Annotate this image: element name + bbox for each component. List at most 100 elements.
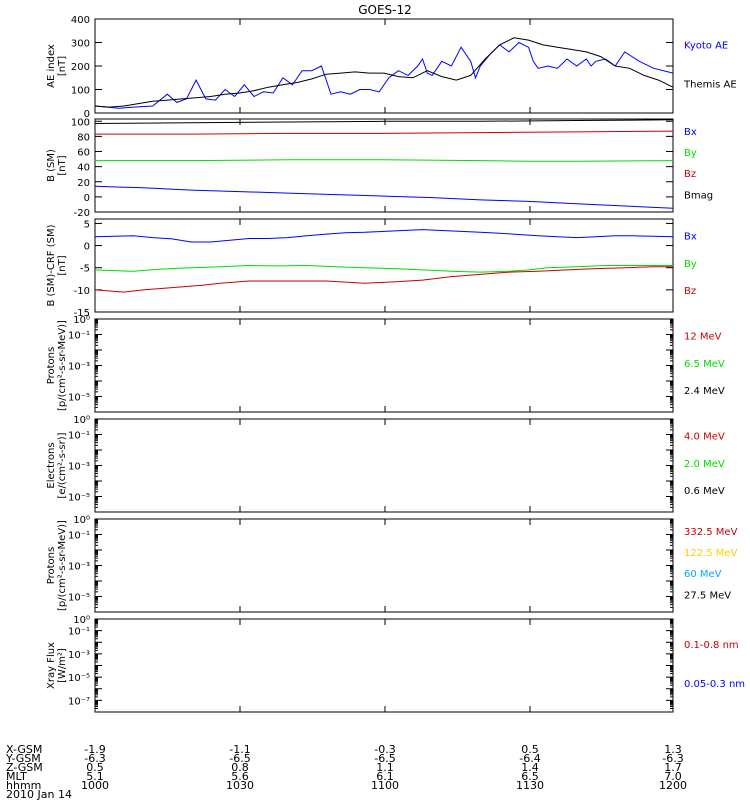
ephem-value: 1200 xyxy=(659,779,687,792)
ephem-value: -6.5 xyxy=(229,752,251,765)
y-tick-label: 80 xyxy=(77,132,90,143)
ephem-value: -6.3 xyxy=(84,752,106,765)
series-line xyxy=(95,159,674,162)
y-tick-label: 10⁻⁵ xyxy=(68,593,90,604)
y-tick-label: 0 xyxy=(84,109,90,120)
y-axis-label: [e/(cm²-s-sr)] xyxy=(57,432,68,498)
y-axis-label: B (SM)-CRF (SM) xyxy=(46,224,57,306)
legend-entry: 0.6 MeV xyxy=(684,486,725,497)
panel-frame xyxy=(94,318,674,413)
y-axis-label: [nT] xyxy=(57,155,68,175)
y-axis-label: Protons xyxy=(46,347,57,384)
panel-frame xyxy=(94,218,674,313)
legend-entry: 6.5 MeV xyxy=(684,359,725,370)
ephem-value: 5.1 xyxy=(86,770,104,783)
ephem-value: -1.9 xyxy=(84,743,106,756)
y-axis-label: Protons xyxy=(46,547,57,584)
y-tick-label: 10⁻⁷ xyxy=(68,696,90,707)
y-tick-label: 0 xyxy=(84,193,90,204)
y-tick-label: -20 xyxy=(74,208,90,219)
ephem-date: 2010 Jan 14 xyxy=(6,788,72,801)
ephem-value: -6.3 xyxy=(662,752,684,765)
ephem-value: -6.5 xyxy=(374,752,396,765)
y-tick-label: 10⁻³ xyxy=(68,462,90,473)
ephem-value: 1.1 xyxy=(376,761,394,774)
y-tick-label: 10⁻³ xyxy=(68,362,90,373)
legend-entry: By xyxy=(684,259,697,270)
legend-entry: 122.5 MeV xyxy=(684,548,738,559)
ephemeris-table: X-GSM Y-GSM Z-GSM MLT hhmm -1.9 -6.3 0.5… xyxy=(0,744,750,800)
ephem-value: 1100 xyxy=(371,779,399,792)
series-line xyxy=(94,229,674,243)
y-tick-label: 10⁰ xyxy=(73,315,90,326)
ephem-value: 0.5 xyxy=(521,743,539,756)
y-tick-label: 100 xyxy=(71,86,90,97)
panel-frame xyxy=(94,518,674,613)
ephem-label-y-gsm: Y-GSM xyxy=(6,752,41,765)
y-tick-label: 5 xyxy=(84,219,90,230)
series-line xyxy=(94,185,674,209)
ephem-label-z-gsm: Z-GSM xyxy=(6,761,43,774)
panel-frame xyxy=(94,118,674,213)
legend-entry: 0.05-0.3 nm xyxy=(684,679,745,690)
y-tick-label: 10⁻¹ xyxy=(68,627,90,638)
ephem-value: -1.1 xyxy=(229,743,251,756)
y-tick-label: 10⁻⁵ xyxy=(68,673,90,684)
y-tick-label: 40 xyxy=(77,163,90,174)
y-tick-label: 200 xyxy=(71,62,90,73)
y-axis-label: [W/m²] xyxy=(57,648,68,683)
y-tick-label: 10⁰ xyxy=(73,415,90,426)
ephem-value: -6.4 xyxy=(519,752,541,765)
y-axis-label: [p/(cm²-s-sr-MeV)] xyxy=(57,520,68,611)
y-tick-label: 10⁻¹ xyxy=(68,331,90,342)
y-tick-label: 60 xyxy=(77,148,90,159)
legend-entry: Themis AE xyxy=(683,80,737,91)
legend-entry: 332.5 MeV xyxy=(684,527,738,538)
series-line xyxy=(95,130,674,135)
y-axis-label: B (SM) xyxy=(46,149,57,182)
legend-entry: By xyxy=(684,148,697,159)
ephem-label-hhmm: hhmm xyxy=(6,779,42,792)
y-tick-label: 10⁰ xyxy=(73,615,90,626)
ephem-value: 5.6 xyxy=(231,770,249,783)
y-tick-label: 300 xyxy=(71,39,90,50)
y-tick-label: 20 xyxy=(77,178,90,189)
series-line xyxy=(94,37,674,108)
legend-entry: 4.0 MeV xyxy=(684,432,725,443)
ephem-value: 0.8 xyxy=(231,761,249,774)
series-line xyxy=(94,264,673,273)
legend-entry: Bmag xyxy=(684,190,713,201)
ephem-value: 1030 xyxy=(226,779,254,792)
y-tick-label: 10⁻⁵ xyxy=(68,393,90,404)
ephem-value: 1000 xyxy=(81,779,109,792)
y-axis-label: [nT] xyxy=(57,56,68,76)
ephem-value: 6.1 xyxy=(376,770,394,783)
series-line xyxy=(94,41,674,109)
ephem-value: 0.5 xyxy=(86,761,104,774)
y-axis-label: Xray Flux xyxy=(46,642,57,689)
legend-entry: 12 MeV xyxy=(684,332,722,343)
y-tick-label: 400 xyxy=(71,15,90,26)
ephem-value: 1.3 xyxy=(664,743,682,756)
y-axis-label: AE index xyxy=(46,44,57,88)
series-line xyxy=(94,266,673,293)
legend-entry: 0.1-0.8 nm xyxy=(684,640,739,651)
ephem-label-x-gsm: X-GSM xyxy=(6,743,43,756)
y-tick-label: 0 xyxy=(84,242,90,253)
legend-entry: 27.5 MeV xyxy=(684,590,731,601)
y-tick-label: 10⁻¹ xyxy=(68,531,90,542)
y-axis-label: [p/(cm²-s-sr-MeV)] xyxy=(57,320,68,411)
legend-entry: Bz xyxy=(684,169,696,180)
legend-entry: Kyoto AE xyxy=(684,40,728,51)
y-tick-label: 10⁻³ xyxy=(68,650,90,661)
ephem-value: 1130 xyxy=(516,779,544,792)
ephem-label-mlt: MLT xyxy=(6,770,27,783)
y-tick-label: -10 xyxy=(74,286,90,297)
y-axis-label: Electrons xyxy=(46,442,57,488)
legend-entry: Bz xyxy=(684,286,696,297)
ephem-value: -0.3 xyxy=(374,743,396,756)
y-axis-label: [nT] xyxy=(57,255,68,275)
legend-entry: 60 MeV xyxy=(684,569,722,580)
y-tick-label: 10⁻¹ xyxy=(68,431,90,442)
